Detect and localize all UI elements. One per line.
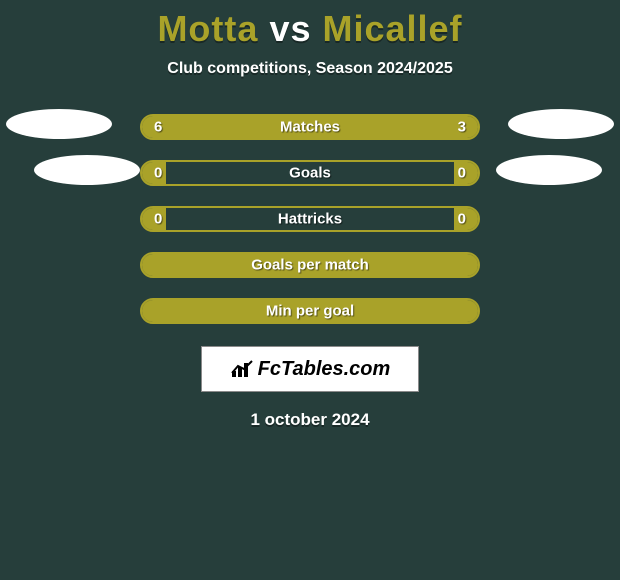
stat-value-left: 0: [154, 211, 162, 228]
player1-name: Motta: [157, 8, 258, 49]
stat-value-left: 6: [154, 119, 162, 136]
player1-badge: [34, 155, 140, 185]
stat-label: Goals per match: [251, 257, 369, 274]
stat-label: Matches: [280, 119, 340, 136]
title-vs: vs: [269, 8, 311, 49]
logo-text: FcTables.com: [258, 358, 391, 381]
stat-label: Hattricks: [278, 211, 342, 228]
stat-bar: Min per goal: [140, 298, 480, 324]
stat-bar: 0 0 Goals: [140, 160, 480, 186]
player2-name: Micallef: [323, 8, 463, 49]
stat-value-right: 3: [458, 119, 466, 136]
stat-value-right: 0: [458, 211, 466, 228]
date-label: 1 october 2024: [0, 410, 620, 430]
bar-chart-icon: [230, 359, 256, 379]
stat-value-right: 0: [458, 165, 466, 182]
stat-row: 0 0 Hattricks: [0, 196, 620, 242]
logo-box: FcTables.com: [201, 346, 419, 392]
stats-rows: 6 3 Matches 0 0 Goals 0 0 Hattricks Goals per mat…: [0, 104, 620, 334]
stat-row: 6 3 Matches: [0, 104, 620, 150]
player1-badge: [6, 109, 112, 139]
stat-row: 0 0 Goals: [0, 150, 620, 196]
stat-row: Min per goal: [0, 288, 620, 334]
stat-bar: 6 3 Matches: [140, 114, 480, 140]
page-title: Motta vs Micallef: [0, 0, 620, 50]
player2-badge: [508, 109, 614, 139]
stat-row: Goals per match: [0, 242, 620, 288]
stat-label: Min per goal: [266, 303, 354, 320]
stat-label: Goals: [289, 165, 331, 182]
subtitle: Club competitions, Season 2024/2025: [0, 60, 620, 78]
logo: FcTables.com: [230, 358, 391, 381]
stat-bar: Goals per match: [140, 252, 480, 278]
stat-value-left: 0: [154, 165, 162, 182]
stat-bar: 0 0 Hattricks: [140, 206, 480, 232]
player2-badge: [496, 155, 602, 185]
